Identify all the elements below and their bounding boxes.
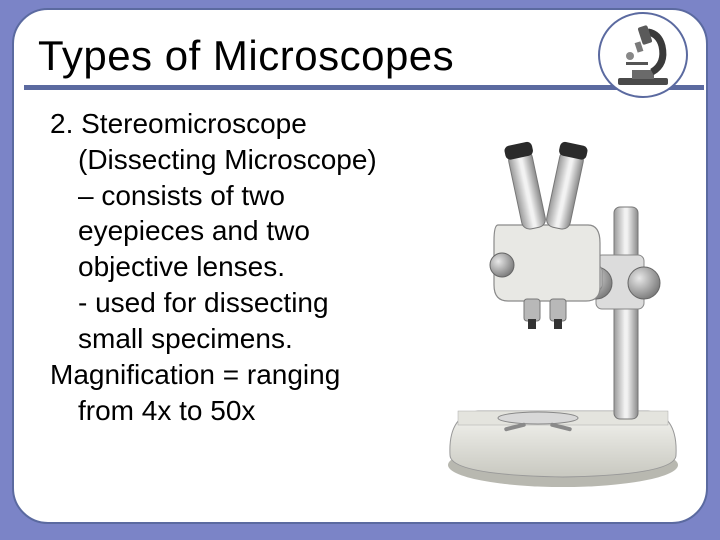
body-line: (Dissecting Microscope) (50, 142, 458, 178)
body-line: – consists of two (50, 178, 458, 214)
stereomicroscope-photo (438, 110, 688, 500)
slide-card: Types of Microscopes 2. Stereomicroscope… (12, 8, 708, 524)
body-line: eyepieces and two (50, 213, 458, 249)
title-underline (24, 85, 704, 90)
body-line: from 4x to 50x (50, 393, 458, 429)
microscope-clipart-icon (612, 22, 674, 88)
stereomicroscope-svg (438, 115, 688, 495)
page-title: Types of Microscopes (38, 32, 454, 80)
body-line: small specimens. (50, 321, 458, 357)
body-line: objective lenses. (50, 249, 458, 285)
body-line: 2. Stereomicroscope (50, 106, 458, 142)
microscope-icon (598, 12, 688, 98)
body-text: 2. Stereomicroscope (Dissecting Microsco… (50, 106, 458, 428)
body-line: - used for dissecting (50, 285, 458, 321)
body-line: Magnification = ranging (50, 357, 458, 393)
